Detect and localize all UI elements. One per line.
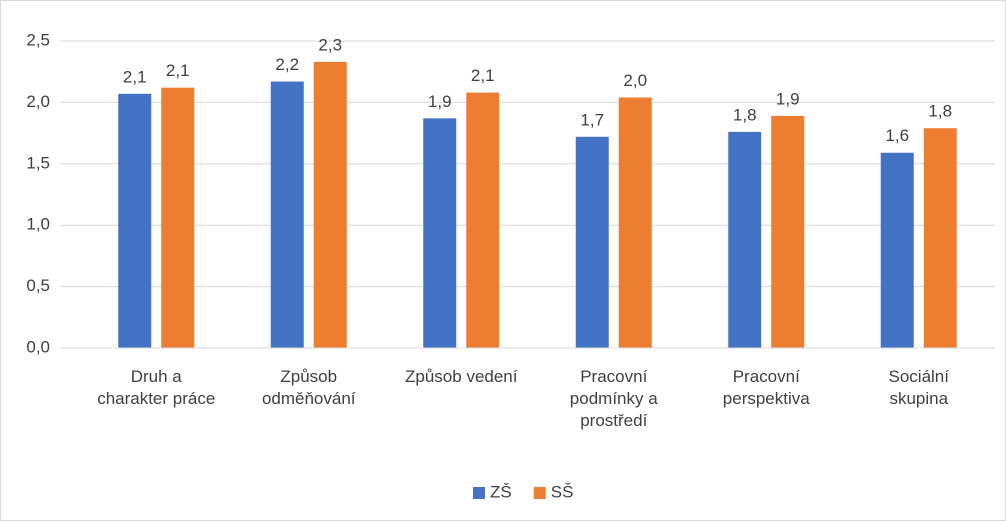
x-tick-label: Druh a charakter práce	[97, 367, 216, 408]
y-tick-label: 0,5	[26, 276, 50, 295]
data-label: 1,8	[928, 102, 952, 121]
data-label: 2,2	[275, 55, 299, 74]
y-tick-label: 2,0	[26, 92, 50, 111]
data-label: 1,6	[885, 126, 909, 145]
data-label: 2,1	[166, 61, 190, 80]
bar	[728, 131, 762, 348]
y-tick-label: 1,5	[26, 153, 50, 172]
legend-swatch	[533, 487, 546, 499]
bar	[575, 136, 609, 348]
x-tick-label: Pracovní perspektiva	[722, 367, 810, 408]
bar	[423, 118, 457, 348]
legend-swatch	[473, 487, 485, 499]
data-label: 1,9	[776, 89, 800, 108]
bar	[880, 152, 914, 348]
bar	[313, 61, 347, 348]
legend-label: ZŠ	[490, 482, 512, 501]
data-label: 2,3	[318, 35, 342, 54]
x-tick-label: Sociální skupina	[888, 367, 949, 408]
x-tick-label: Způsob vedení	[405, 367, 518, 386]
bar	[771, 115, 805, 349]
y-tick-label: 2,5	[26, 30, 50, 49]
bar	[466, 92, 500, 349]
x-tick-label: Způsob odměňování	[261, 367, 356, 408]
x-tick-label: Pracovní podmínky a prostředí	[569, 367, 658, 430]
data-label: 2,0	[623, 71, 647, 90]
legend-label: SŠ	[551, 482, 574, 501]
data-label: 1,9	[428, 92, 452, 111]
bar	[161, 87, 195, 348]
data-label: 2,1	[471, 66, 495, 85]
bar	[270, 81, 304, 349]
data-label: 1,7	[580, 110, 604, 129]
y-tick-label: 0,0	[26, 337, 50, 356]
bar	[118, 93, 152, 348]
data-label: 1,8	[733, 105, 757, 124]
bar	[923, 128, 957, 348]
bar	[618, 97, 652, 348]
y-tick-label: 1,0	[26, 215, 50, 234]
data-label: 2,1	[123, 67, 147, 86]
